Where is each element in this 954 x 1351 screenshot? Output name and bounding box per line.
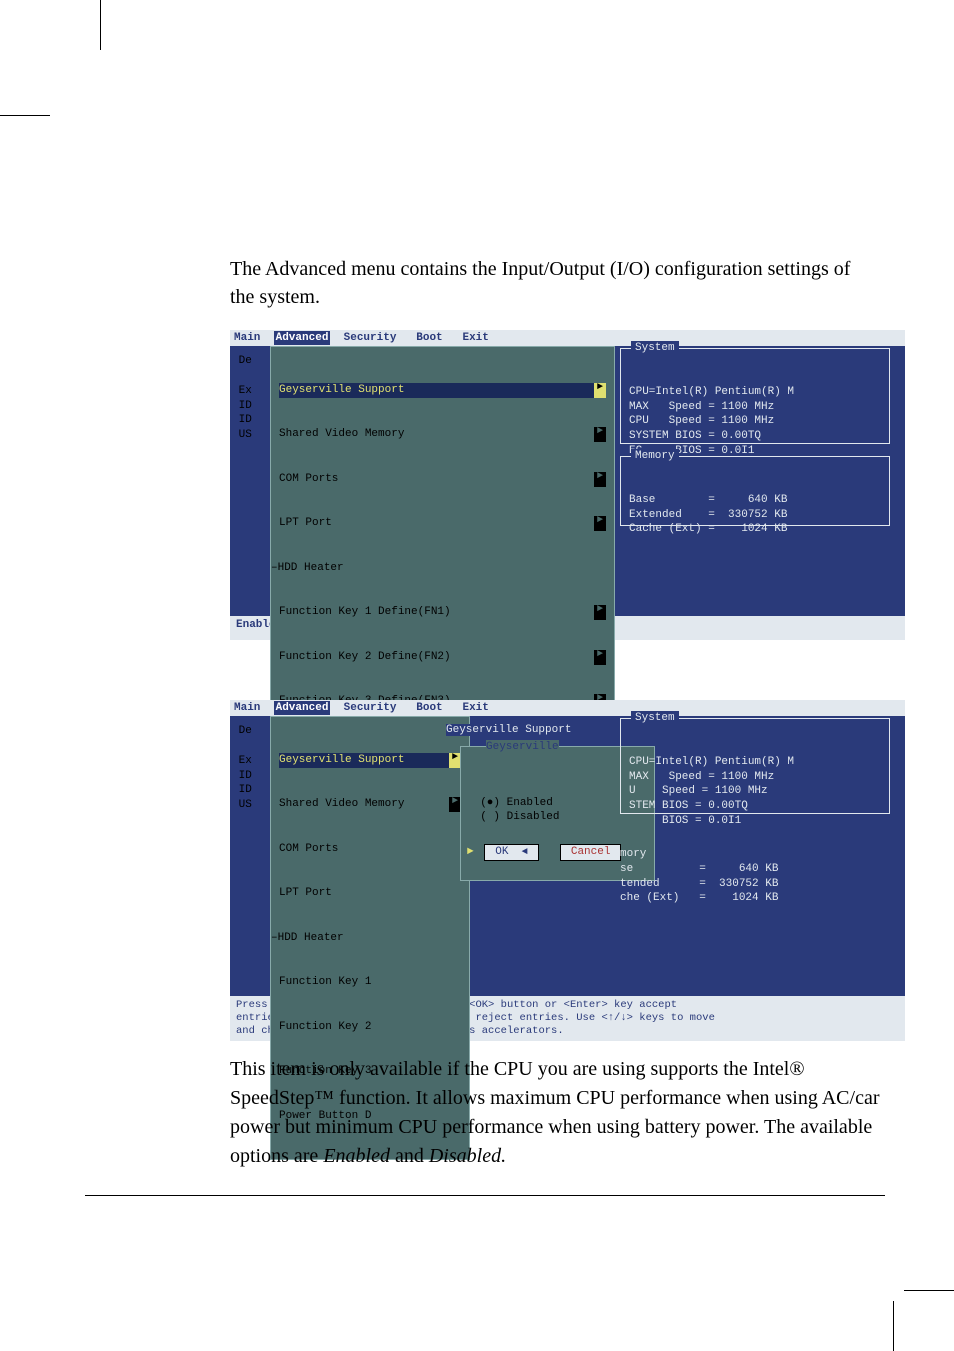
memory-info-box: Memory Base = 640 KB Extended = 330752 K… xyxy=(620,456,890,526)
menu-item-fn1[interactable]: Function Key 1 Define(FN1)► xyxy=(279,605,606,620)
cancel-button[interactable]: Cancel xyxy=(560,844,622,861)
tab-exit[interactable]: Exit xyxy=(462,702,488,714)
menu-item-shared-video[interactable]: Shared Video Memory► xyxy=(279,427,606,442)
crop-mark xyxy=(0,115,50,116)
menu-item-shared-video[interactable]: Shared Video Memory► xyxy=(279,797,461,812)
tab-main[interactable]: Main xyxy=(234,332,260,344)
ok-button[interactable]: OK ◄ xyxy=(484,844,538,861)
memory-info-box: mory se = 640 KB tended = 330752 KB che … xyxy=(620,826,890,896)
intro-text: The Advanced menu contains the Input/Out… xyxy=(230,255,870,311)
description-text: This item is only available if the CPU y… xyxy=(230,1055,890,1171)
system-info-box: System CPU=Intel(R) Pentium(R) M MAX Spe… xyxy=(620,718,890,814)
bios-screenshot-1: Main Advanced Security Boot Exit De Ex I… xyxy=(230,330,905,640)
page: The Advanced menu contains the Input/Out… xyxy=(0,0,954,1351)
system-box-title: System xyxy=(631,341,679,356)
left-column-labels: De Ex ID ID US xyxy=(230,346,266,616)
menu-item-hdd-heater[interactable]: –HDD Heater xyxy=(279,931,461,946)
bios-menubar: Main Advanced Security Boot Exit xyxy=(230,330,905,346)
popup-title: Geyserville xyxy=(486,740,559,755)
bios-menubar: Main Advanced Security Boot Exit xyxy=(230,700,905,716)
menu-item-geyserville[interactable]: Geyserville Support► xyxy=(279,753,461,768)
crop-mark xyxy=(893,1301,894,1351)
tab-boot[interactable]: Boot xyxy=(416,702,442,714)
bios-body: De Ex ID ID US Geyserville Support► Shar… xyxy=(230,346,905,616)
system-info-box: System CPU=Intel(R) Pentium(R) M MAX Spe… xyxy=(620,348,890,444)
tab-security[interactable]: Security xyxy=(344,702,397,714)
left-column-labels: De Ex ID ID US xyxy=(230,716,266,996)
popup-hint: Geyserville Support xyxy=(446,723,571,738)
memory-box-title: Memory xyxy=(631,449,679,464)
tab-advanced[interactable]: Advanced xyxy=(274,331,331,345)
menu-item-lpt-port[interactable]: LPT Port xyxy=(279,886,461,901)
radio-disabled[interactable]: ( ) Disabled xyxy=(480,811,559,823)
tab-boot[interactable]: Boot xyxy=(416,332,442,344)
menu-item-com-ports[interactable]: COM Ports► xyxy=(279,472,606,487)
menu-item-lpt-port[interactable]: LPT Port► xyxy=(279,516,606,531)
tab-security[interactable]: Security xyxy=(344,332,397,344)
tab-main[interactable]: Main xyxy=(234,702,260,714)
tab-advanced[interactable]: Advanced xyxy=(274,701,331,715)
menu-item-com-ports[interactable]: COM Ports xyxy=(279,842,461,857)
page-rule xyxy=(85,1195,885,1196)
menu-item-geyserville[interactable]: Geyserville Support► xyxy=(279,383,606,398)
crop-mark xyxy=(100,0,101,50)
crop-mark xyxy=(904,1290,954,1291)
radio-enabled[interactable]: (●) Enabled xyxy=(480,797,553,809)
menu-item-fn2[interactable]: Function Key 2 xyxy=(279,1020,461,1035)
menu-item-hdd-heater[interactable]: –HDD Heater xyxy=(279,561,606,576)
bios-body: De Ex ID ID US Geyserville Support► Shar… xyxy=(230,716,905,996)
menu-item-fn2[interactable]: Function Key 2 Define(FN2)► xyxy=(279,650,606,665)
bios-screenshot-2: Main Advanced Security Boot Exit De Ex I… xyxy=(230,700,905,1020)
tab-exit[interactable]: Exit xyxy=(462,332,488,344)
menu-item-fn1[interactable]: Function Key 1 xyxy=(279,975,461,990)
system-box-title: System xyxy=(631,711,679,726)
